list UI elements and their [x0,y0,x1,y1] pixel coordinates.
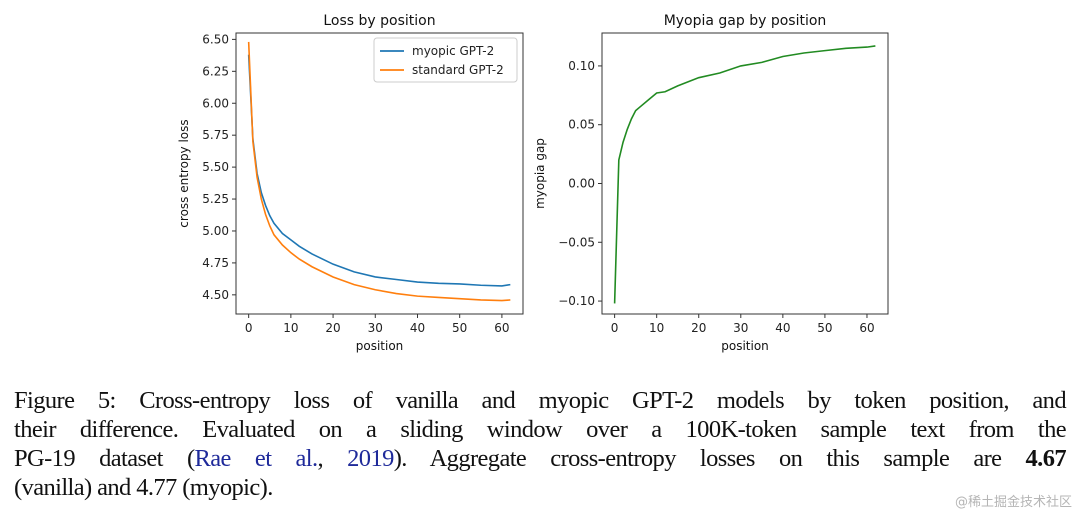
x-tick-label: 20 [325,321,340,335]
x-tick-label: 30 [733,321,748,335]
series-line-standard-gpt-2 [247,41,511,302]
x-tick-label: 60 [859,321,874,335]
caption-text: , [317,445,348,472]
x-tick-label: 40 [410,321,425,335]
x-tick-label: 50 [817,321,832,335]
x-tick-label: 0 [245,321,253,335]
x-tick-label: 0 [611,321,619,335]
figure: Loss by position 0 10 20 30 40 50 60 4.50 4.75 5.0… [177,13,889,353]
chart-title: Myopia gap by position [664,13,827,29]
y-tick-label: 6.25 [202,64,229,78]
y-axis-label: myopia gap [533,138,547,209]
y-tick-label: 5.00 [202,224,229,238]
y-tick-label: 5.25 [202,192,229,206]
y-tick-label: 5.75 [202,128,229,142]
x-tick-label: 40 [775,321,790,335]
caption-text: ). Aggregate cross-entropy losses on thi… [393,445,1026,472]
y-tick-label: 0.05 [568,118,595,132]
x-tick-label: 50 [452,321,467,335]
y-tick-label: 0.10 [568,59,595,73]
caption-line-3: PG-19 dataset (Rae et al., 2019). Aggreg… [14,444,1067,473]
y-tick-label: −0.05 [558,235,595,249]
y-axis-label: cross entropy loss [177,119,191,227]
y-tick-label: −0.10 [558,294,595,308]
caption-line-4: (vanilla) and 4.77 (myopic). [14,474,273,501]
x-tick-label: 20 [691,321,706,335]
y-tick-label: 4.50 [202,288,229,302]
y-tick-label: 5.50 [202,160,229,174]
y-tick-label: 6.00 [202,96,229,110]
x-tick-label: 10 [649,321,664,335]
x-tick-label: 30 [368,321,383,335]
plot-frame [235,32,524,315]
citation-year-link[interactable]: 2019 [347,445,394,472]
watermark: @稀土掘金技术社区 [954,495,1072,510]
caption-line-1: Figure 5: Cross-entropy loss of vanilla … [14,387,1067,414]
y-tick-label: 6.50 [202,32,229,46]
plot-frame [601,32,889,315]
legend-label: myopic GPT-2 [412,44,494,58]
x-tick-label: 60 [494,321,509,335]
caption-text: PG-19 dataset ( [14,445,195,472]
legend-label: standard GPT-2 [412,63,504,77]
chart-title: Loss by position [323,13,435,29]
citation-authors-link[interactable]: Rae et al. [194,445,319,472]
y-tick-label: 4.75 [202,256,229,270]
bold-value: 4.67 [1025,445,1067,472]
caption-line-2: their difference. Evaluated on a sliding… [14,416,1067,443]
x-tick-label: 10 [283,321,298,335]
figure-caption: Figure 5: Cross-entropy loss of vanilla … [14,386,1067,502]
series-line-myopic-gpt-2 [247,54,511,287]
legend-box [373,37,518,83]
y-tick-label: 0.00 [568,176,595,190]
series-line-myopia-gap [613,45,876,304]
x-axis-label: position [721,339,769,353]
x-axis-label: position [356,339,404,353]
